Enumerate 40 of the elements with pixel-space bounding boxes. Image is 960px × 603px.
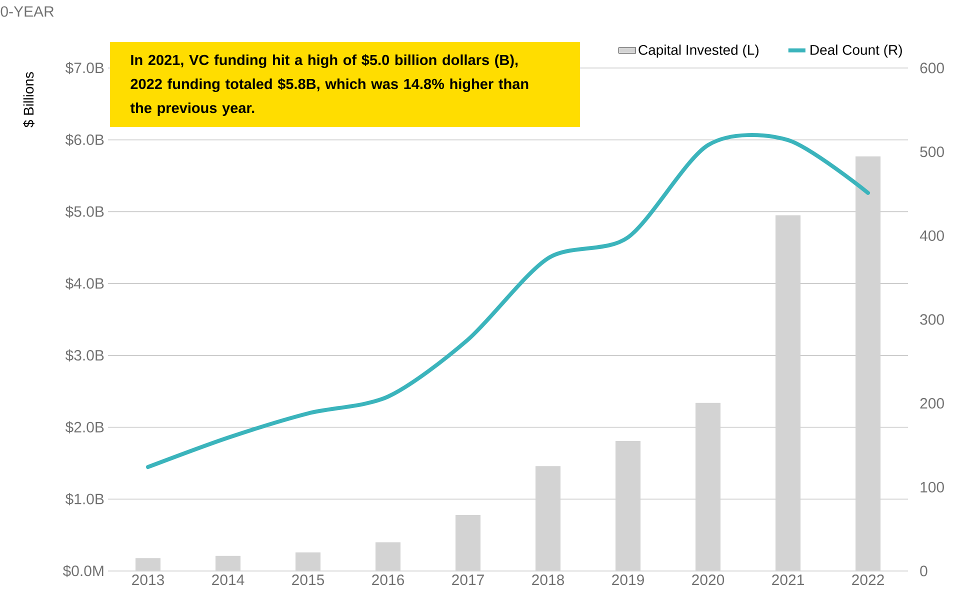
bar xyxy=(856,156,881,571)
bar xyxy=(776,215,801,571)
x-tick-label: 2021 xyxy=(772,574,804,586)
y-tick-label: $1.0B xyxy=(65,493,104,506)
y2-tick-label: 100 xyxy=(920,482,944,492)
y2-tick-label: 600 xyxy=(920,62,944,74)
y2-tick-label: 200 xyxy=(920,398,944,409)
y-tick-label: $3.0B xyxy=(65,349,104,362)
x-tick-label: 2022 xyxy=(852,574,884,586)
y-tick-label: $2.0B xyxy=(65,421,104,434)
bar xyxy=(296,552,321,571)
bar xyxy=(136,558,161,571)
legend-label: Deal Count (R) xyxy=(810,44,902,58)
y-axis-title: $ Billions xyxy=(23,72,34,128)
bar xyxy=(616,440,641,571)
x-tick-label: 2017 xyxy=(452,574,484,586)
x-tick-label: 2013 xyxy=(132,574,164,586)
chart-title: 0-YEAR xyxy=(0,6,54,17)
x-tick-label: 2018 xyxy=(532,574,564,586)
bar xyxy=(216,556,241,571)
y-tick-label: $6.0B xyxy=(65,134,104,146)
x-tick-label: 2020 xyxy=(692,574,724,586)
y2-tick-label: 400 xyxy=(920,230,944,241)
y-tick-label: $5.0B xyxy=(65,206,104,218)
y2-tick-label: 0 xyxy=(920,566,928,576)
y-tick-label: $4.0B xyxy=(65,278,104,290)
y2-tick-label: 500 xyxy=(920,146,944,158)
y2-tick-label: 300 xyxy=(920,314,944,325)
x-tick-label: 2015 xyxy=(292,574,324,586)
bar xyxy=(456,514,481,571)
y-tick-label: $0.0M xyxy=(62,564,104,578)
bar xyxy=(536,466,561,571)
x-tick-label: 2016 xyxy=(372,574,404,586)
bar xyxy=(696,402,721,571)
legend-label: Capital Invested (L) xyxy=(638,44,758,58)
annotation: In 2021, VC funding hit a high of $5.0 billion dollars (B), 2022 funding totaled $5.8B, which was 14.8% higher than the previous year. xyxy=(130,54,528,116)
x-tick-label: 2014 xyxy=(212,574,244,586)
bar xyxy=(376,542,401,571)
y-tick-label: $7.0B xyxy=(65,62,104,74)
x-tick-label: 2019 xyxy=(612,574,644,586)
